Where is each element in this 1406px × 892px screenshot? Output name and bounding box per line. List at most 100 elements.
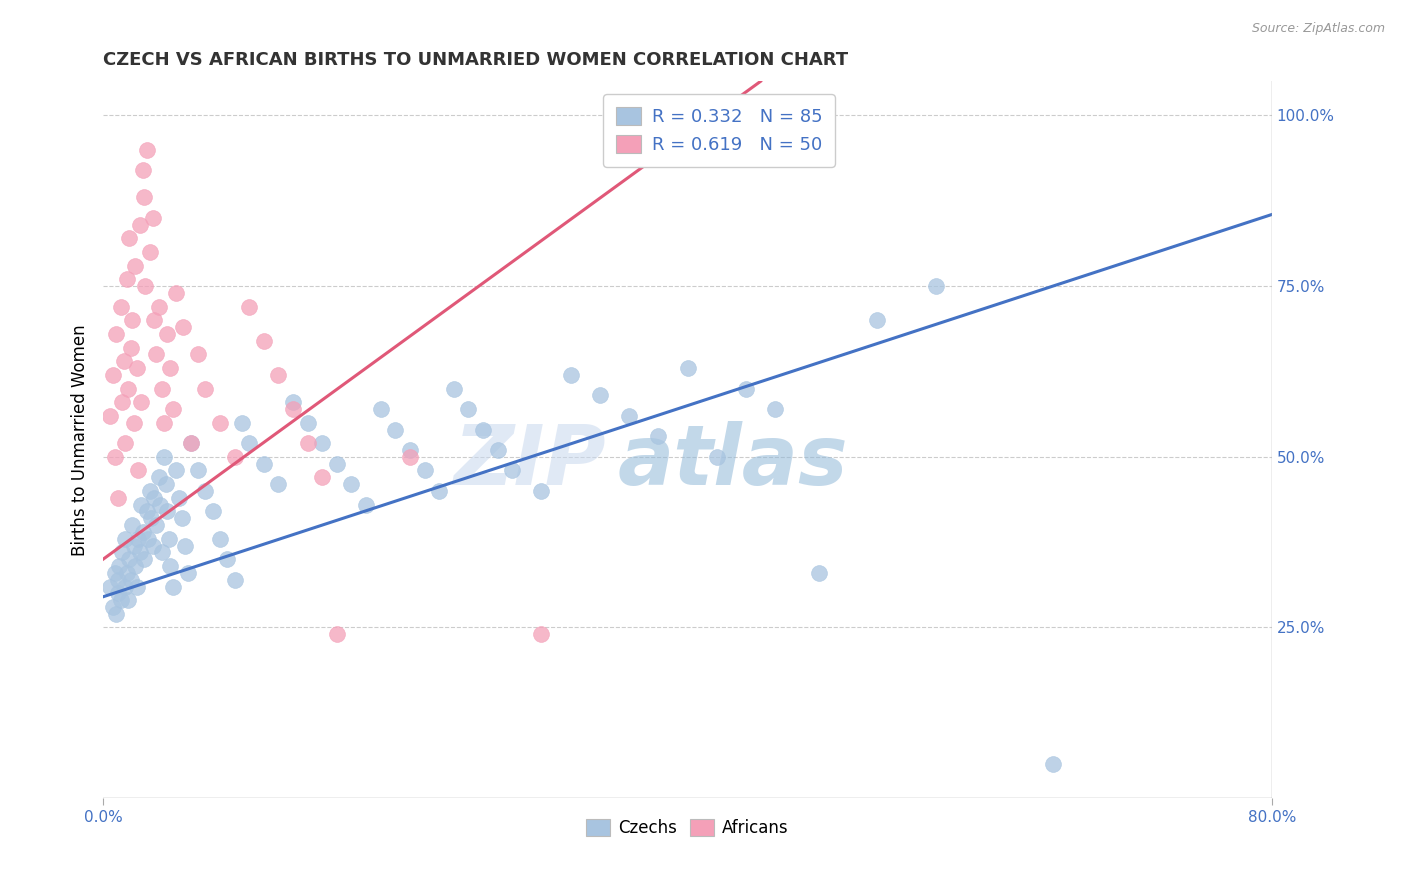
- Point: [141, 511, 163, 525]
- Point: [165, 285, 187, 300]
- Point: [120, 341, 142, 355]
- Point: [114, 580, 136, 594]
- Point: [110, 300, 132, 314]
- Point: [530, 627, 553, 641]
- Point: [238, 300, 260, 314]
- Point: [530, 483, 553, 498]
- Point: [131, 163, 153, 178]
- Point: [208, 532, 231, 546]
- Point: [139, 245, 162, 260]
- Point: [253, 334, 276, 348]
- Point: [150, 545, 173, 559]
- Point: [139, 483, 162, 498]
- Point: [413, 463, 436, 477]
- Point: [370, 402, 392, 417]
- Point: [100, 409, 122, 423]
- Point: [129, 395, 152, 409]
- Point: [457, 402, 479, 417]
- Point: [117, 593, 139, 607]
- Point: [124, 259, 146, 273]
- Point: [104, 450, 127, 464]
- Point: [326, 457, 349, 471]
- Point: [647, 429, 669, 443]
- Text: atlas: atlas: [617, 421, 848, 501]
- Point: [117, 382, 139, 396]
- Point: [297, 436, 319, 450]
- Point: [297, 416, 319, 430]
- Point: [735, 382, 758, 396]
- Point: [808, 566, 831, 580]
- Point: [132, 190, 155, 204]
- Point: [238, 436, 260, 450]
- Point: [107, 573, 129, 587]
- Point: [143, 491, 166, 505]
- Point: [128, 545, 150, 559]
- Point: [194, 483, 217, 498]
- Point: [224, 450, 246, 464]
- Point: [763, 402, 786, 417]
- Point: [187, 463, 209, 477]
- Point: [138, 532, 160, 546]
- Point: [128, 218, 150, 232]
- Point: [162, 580, 184, 594]
- Point: [131, 524, 153, 539]
- Point: [145, 518, 167, 533]
- Point: [142, 211, 165, 225]
- Text: Source: ZipAtlas.com: Source: ZipAtlas.com: [1251, 22, 1385, 36]
- Point: [267, 368, 290, 382]
- Point: [118, 231, 141, 245]
- Point: [107, 491, 129, 505]
- Point: [706, 450, 728, 464]
- Point: [105, 326, 128, 341]
- Point: [136, 143, 159, 157]
- Point: [676, 361, 699, 376]
- Point: [157, 532, 180, 546]
- Point: [118, 552, 141, 566]
- Point: [217, 552, 239, 566]
- Point: [155, 477, 177, 491]
- Point: [486, 442, 509, 457]
- Point: [472, 423, 495, 437]
- Point: [125, 361, 148, 376]
- Text: ZIP: ZIP: [453, 421, 606, 501]
- Point: [501, 463, 523, 477]
- Point: [149, 498, 172, 512]
- Point: [136, 504, 159, 518]
- Point: [384, 423, 406, 437]
- Point: [224, 573, 246, 587]
- Text: CZECH VS AFRICAN BIRTHS TO UNMARRIED WOMEN CORRELATION CHART: CZECH VS AFRICAN BIRTHS TO UNMARRIED WOM…: [103, 51, 848, 69]
- Point: [150, 382, 173, 396]
- Point: [253, 457, 276, 471]
- Point: [107, 586, 129, 600]
- Point: [354, 498, 377, 512]
- Point: [617, 409, 640, 423]
- Point: [103, 368, 125, 382]
- Point: [201, 504, 224, 518]
- Point: [866, 313, 889, 327]
- Point: [104, 566, 127, 580]
- Point: [281, 395, 304, 409]
- Point: [124, 559, 146, 574]
- Point: [925, 279, 948, 293]
- Point: [112, 354, 135, 368]
- Point: [399, 442, 422, 457]
- Point: [159, 361, 181, 376]
- Point: [132, 552, 155, 566]
- Point: [110, 593, 132, 607]
- Point: [326, 627, 349, 641]
- Point: [311, 470, 333, 484]
- Point: [180, 436, 202, 450]
- Point: [170, 511, 193, 525]
- Point: [105, 607, 128, 621]
- Point: [443, 382, 465, 396]
- Point: [143, 313, 166, 327]
- Point: [122, 416, 145, 430]
- Point: [156, 504, 179, 518]
- Point: [111, 395, 134, 409]
- Point: [122, 539, 145, 553]
- Point: [153, 450, 176, 464]
- Point: [103, 599, 125, 614]
- Point: [165, 463, 187, 477]
- Point: [162, 402, 184, 417]
- Point: [108, 559, 131, 574]
